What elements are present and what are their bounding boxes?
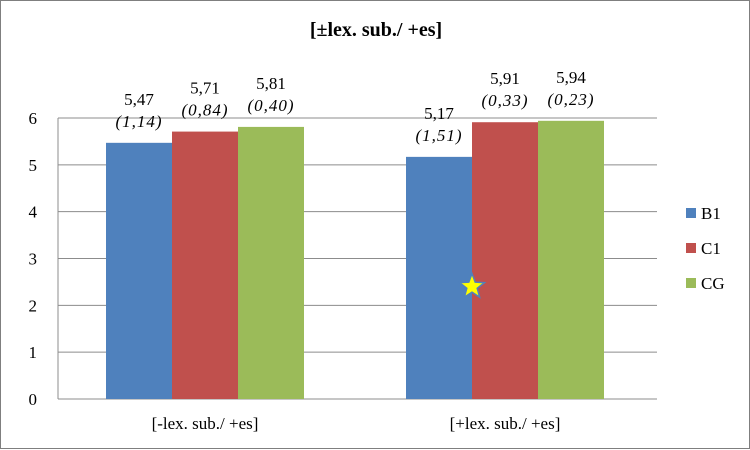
legend-label-b1: B1 (701, 204, 721, 223)
sd-label: (1,51) (415, 126, 462, 145)
y-tick-label: 1 (29, 343, 38, 362)
legend-label-cg: CG (701, 274, 725, 293)
sd-label: (1,14) (115, 112, 162, 131)
bar-cg (538, 120, 604, 399)
star-marker-icon (457, 271, 487, 299)
y-tick-label: 0 (29, 390, 38, 409)
y-tick-label: 2 (29, 296, 38, 315)
bar-c1 (172, 131, 238, 399)
legend-swatch-cg (686, 278, 696, 288)
sd-label: (0,84) (181, 101, 228, 120)
y-tick-label: 5 (29, 156, 38, 175)
data-label: 5,91 (490, 69, 520, 88)
legend-label-c1: C1 (701, 239, 721, 258)
bar-c1 (472, 122, 538, 399)
y-tick-label: 4 (29, 203, 38, 222)
legend-swatch-c1 (686, 243, 696, 253)
data-label: 5,81 (256, 74, 286, 93)
sd-label: (0,33) (481, 91, 528, 110)
chart-title: [±lex. sub./ +es] (309, 19, 443, 41)
y-tick-label: 6 (29, 109, 38, 128)
legend-swatch-b1 (686, 208, 696, 218)
sd-label: (0,40) (247, 96, 294, 115)
bar-cg (238, 126, 304, 400)
x-tick-label: [-lex. sub./ +es] (152, 414, 259, 433)
data-label: 5,71 (190, 79, 220, 98)
data-label: 5,94 (556, 68, 586, 87)
data-label: 5,47 (124, 90, 154, 109)
data-label: 5,17 (424, 104, 454, 123)
sd-label: (0,23) (547, 90, 594, 109)
bar-b1 (406, 156, 472, 399)
y-tick-label: 3 (29, 250, 38, 269)
bar-b1 (106, 142, 172, 400)
x-tick-label: [+lex. sub./ +es] (450, 414, 561, 433)
